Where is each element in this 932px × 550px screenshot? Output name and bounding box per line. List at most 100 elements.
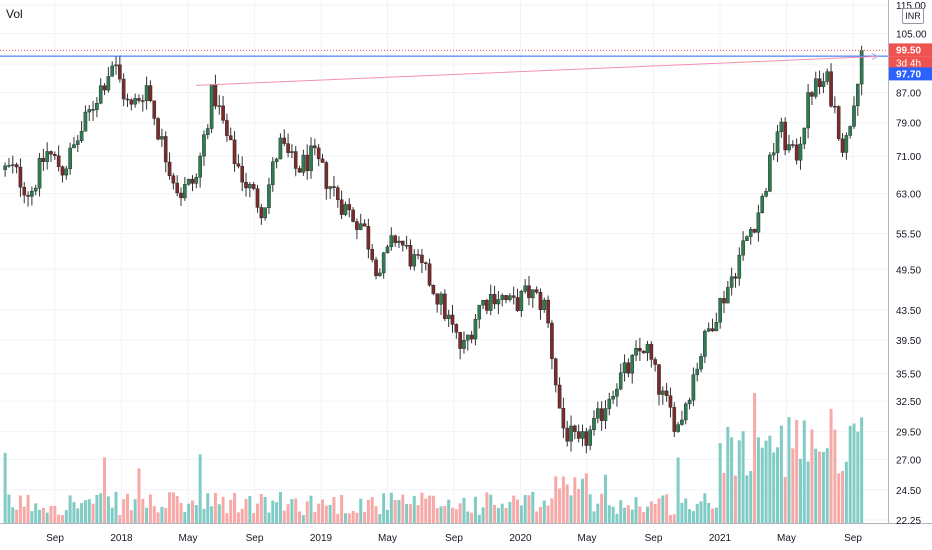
volume-bar — [760, 447, 764, 523]
candle-body — [672, 407, 677, 432]
candle-body — [332, 186, 336, 188]
candle-body — [10, 164, 15, 166]
volume-bar — [416, 505, 420, 523]
currency-badge[interactable]: INR — [902, 8, 924, 24]
volume-bar — [305, 501, 309, 523]
volume-bar — [481, 507, 485, 523]
volume-bar — [707, 503, 711, 523]
volume-bar — [133, 499, 137, 523]
volume-bar — [99, 493, 103, 523]
candle-body — [462, 339, 466, 349]
candle-body — [14, 164, 19, 168]
y-tick-label: 29.50 — [896, 428, 921, 439]
last-price-value: 99.50 — [896, 45, 921, 56]
y-tick-label: 39.50 — [896, 336, 921, 347]
volume-bar — [141, 498, 145, 523]
candle-body — [649, 343, 654, 360]
candle-body — [198, 155, 202, 178]
candle-body — [852, 105, 856, 127]
volume-bar — [393, 500, 397, 523]
volume-bar — [83, 500, 87, 523]
volume-bar — [7, 494, 11, 523]
candle-body — [787, 144, 791, 151]
volume-bar — [198, 454, 202, 523]
candle-body — [500, 295, 505, 300]
candle-body — [538, 292, 543, 310]
volume-bar — [561, 476, 565, 523]
candle-body — [488, 294, 493, 311]
candle-body — [358, 223, 363, 230]
countdown-value: 3d 4h — [896, 58, 921, 69]
volume-bar — [183, 512, 187, 523]
candle-body — [3, 165, 7, 170]
candle-body — [435, 293, 440, 305]
candle-body — [446, 314, 451, 319]
y-tick-label: 87.00 — [896, 88, 921, 99]
volume-bar — [15, 509, 19, 523]
candle-body — [397, 240, 401, 243]
volume-bar — [114, 491, 118, 523]
volume-bar — [798, 458, 802, 523]
candle-body — [768, 154, 772, 192]
volume-bar — [607, 505, 611, 523]
volume-bar — [263, 496, 267, 523]
candle-body — [618, 372, 623, 390]
candle-body — [114, 64, 118, 67]
volume-bar — [148, 494, 152, 523]
candle-body — [251, 184, 256, 189]
candle-body — [802, 127, 807, 145]
volume-bar — [668, 514, 672, 523]
level-price-badge — [889, 67, 932, 81]
candle-body — [98, 85, 103, 104]
candle-body — [140, 100, 145, 102]
volume-bar — [91, 503, 95, 523]
x-tick-label: Sep — [46, 533, 64, 544]
volume-bar — [451, 507, 455, 523]
volume-bar — [435, 508, 439, 523]
candle-body — [259, 207, 264, 219]
candle-body — [68, 147, 72, 170]
volume-bar — [179, 502, 183, 523]
volume-bar — [626, 505, 630, 523]
volume-bar — [791, 448, 795, 523]
volume-bar — [848, 425, 852, 523]
volume-bar — [122, 499, 126, 523]
candle-body — [752, 229, 757, 233]
candle-body — [202, 134, 206, 157]
candle-body — [18, 166, 23, 188]
candle-body — [592, 417, 596, 431]
volume-bar — [795, 419, 799, 523]
x-tick-label: 2020 — [509, 533, 532, 544]
candle-body — [584, 431, 589, 446]
candle-body — [118, 64, 122, 80]
candle-body — [615, 388, 619, 397]
candle-body — [263, 207, 267, 219]
candle-body — [806, 92, 810, 129]
volume-bar — [382, 493, 386, 523]
candle-body — [557, 384, 562, 409]
volume-bar — [470, 512, 474, 523]
y-tick-label: 32.50 — [896, 397, 921, 408]
volume-indicator-label[interactable]: Vol — [6, 7, 23, 21]
volume-bar — [244, 498, 248, 523]
candle-body — [469, 334, 474, 340]
candle-body — [829, 71, 833, 107]
candle-body — [87, 109, 92, 113]
candle-body — [221, 105, 225, 121]
y-tick-label: 71.00 — [896, 152, 921, 163]
candle-body — [83, 111, 88, 132]
y-tick-label: 49.50 — [896, 265, 921, 276]
candle-body — [439, 293, 443, 305]
candle-body — [49, 151, 53, 155]
candle-body — [821, 81, 826, 87]
volume-bar — [443, 505, 447, 523]
candle-body — [393, 235, 397, 243]
candle-body — [79, 131, 84, 141]
candle-body — [412, 254, 417, 267]
candle-body — [110, 65, 114, 77]
volume-bar — [168, 492, 172, 523]
volume-bar — [3, 452, 7, 523]
volume-bar — [355, 512, 359, 523]
volume-bar — [844, 461, 848, 523]
